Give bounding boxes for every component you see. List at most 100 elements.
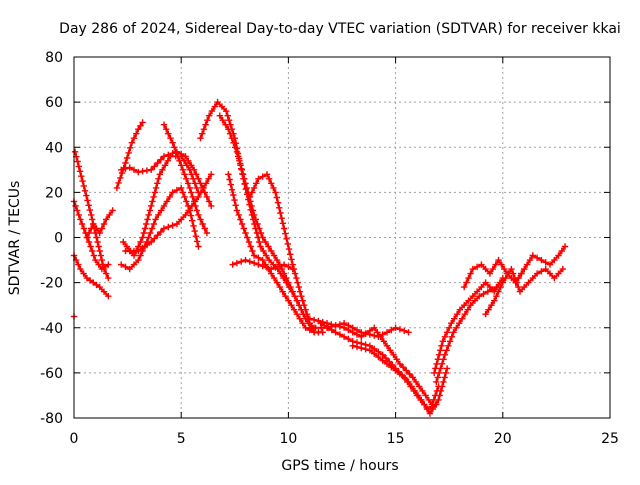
y-tick-label: -40	[40, 321, 63, 337]
data-point	[433, 378, 440, 386]
data-point	[254, 220, 261, 228]
data-point	[465, 274, 472, 282]
data-point	[203, 193, 211, 201]
data-point	[324, 324, 332, 331]
data-point	[492, 261, 499, 268]
data-point	[382, 355, 390, 362]
data-point	[191, 227, 198, 235]
data-point	[257, 243, 264, 250]
data-point	[77, 216, 84, 223]
data-point	[486, 270, 494, 277]
data-point	[255, 261, 262, 268]
data-point	[237, 162, 244, 169]
data-point	[542, 259, 549, 266]
data-point	[77, 265, 84, 273]
data-point	[482, 279, 489, 286]
data-point	[401, 327, 408, 334]
y-axis-label: SDTVAR / TECUs	[7, 181, 23, 296]
data-point	[362, 346, 369, 353]
data-point	[109, 207, 116, 214]
data-point	[438, 360, 446, 367]
data-point	[72, 202, 79, 210]
data-point	[163, 198, 171, 205]
data-point	[249, 207, 257, 214]
data-point	[401, 374, 408, 381]
data-point	[158, 207, 165, 214]
data-point	[192, 233, 200, 240]
data-point	[169, 222, 176, 229]
data-point	[163, 126, 170, 133]
data-point	[263, 171, 271, 178]
data-point	[208, 107, 216, 115]
data-point	[89, 247, 96, 255]
data-point	[197, 135, 204, 142]
data-point	[278, 215, 285, 222]
data-point	[165, 223, 172, 231]
data-point	[126, 164, 133, 171]
series-trace	[308, 317, 440, 406]
data-point	[95, 261, 102, 268]
data-point	[127, 144, 134, 151]
data-point	[515, 274, 522, 282]
data-point	[295, 283, 302, 291]
data-point	[404, 378, 411, 386]
data-point	[319, 329, 326, 336]
data-point	[135, 168, 142, 176]
series-track-12	[216, 112, 326, 336]
data-point	[461, 302, 468, 309]
data-point	[433, 360, 440, 368]
data-point	[491, 297, 498, 304]
data-point	[259, 234, 266, 241]
data-point	[81, 187, 89, 194]
data-point	[173, 220, 181, 228]
data-point	[83, 234, 91, 241]
data-point	[237, 216, 244, 223]
data-point	[279, 220, 287, 227]
data-point	[199, 220, 206, 228]
x-axis-label: GPS time / hours	[281, 458, 398, 474]
x-tick-label: 0	[70, 431, 79, 447]
data-point	[97, 252, 104, 259]
series-track-13	[225, 171, 326, 336]
data-point	[96, 283, 103, 291]
data-point	[130, 135, 138, 142]
data-point	[289, 265, 296, 273]
data-point	[105, 293, 112, 300]
data-point	[80, 225, 88, 232]
data-point	[96, 229, 103, 237]
data-point	[95, 243, 102, 250]
data-point	[439, 383, 446, 390]
data-point	[241, 175, 248, 182]
data-point	[515, 283, 522, 291]
data-point	[166, 193, 173, 201]
data-point	[374, 329, 381, 336]
data-point	[388, 364, 395, 371]
data-point	[139, 244, 146, 252]
data-point	[270, 274, 278, 282]
data-point	[268, 247, 275, 255]
data-point	[263, 264, 271, 271]
data-point	[86, 206, 94, 214]
data-point	[437, 365, 444, 372]
data-point	[218, 103, 226, 110]
data-point	[148, 202, 155, 210]
data-point	[437, 347, 444, 354]
data-point	[242, 180, 249, 187]
data-point	[473, 288, 481, 295]
data-point	[225, 171, 232, 178]
data-point	[521, 283, 528, 291]
data-point	[461, 311, 469, 318]
data-point	[179, 166, 187, 173]
data-point	[448, 333, 455, 340]
data-point	[285, 263, 292, 270]
data-point	[461, 283, 468, 291]
data-point	[154, 180, 161, 187]
data-point	[446, 324, 453, 331]
data-point	[151, 163, 158, 170]
data-point	[526, 256, 534, 264]
data-point	[265, 175, 273, 182]
series-trace	[124, 173, 213, 253]
data-point	[120, 238, 127, 246]
data-point	[488, 286, 496, 293]
data-point	[328, 326, 335, 334]
